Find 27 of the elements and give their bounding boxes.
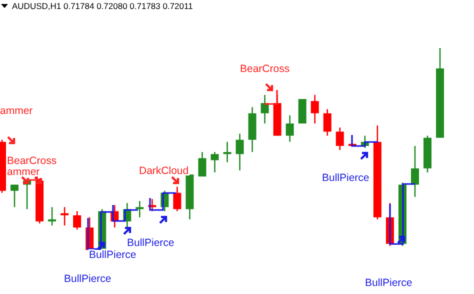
candlestick <box>136 200 144 218</box>
annotation: BearCross <box>240 63 290 75</box>
candlestick <box>223 141 232 163</box>
text: BullPierce <box>365 277 412 289</box>
candlestick <box>48 206 56 226</box>
annotation: ammer <box>0 105 34 117</box>
candlestick <box>286 114 294 142</box>
candlestick <box>236 133 244 172</box>
annotation: BullPierce <box>89 249 136 261</box>
candlestick <box>198 151 206 178</box>
candlestick <box>210 151 219 174</box>
candlestick <box>60 206 69 226</box>
annotation: DarkCloud <box>139 165 189 177</box>
candlestick <box>10 184 19 208</box>
annotation: BearCross <box>7 155 57 167</box>
candlestick <box>310 94 319 124</box>
candlestick <box>173 186 182 212</box>
annotation: BullPierce <box>127 237 174 249</box>
text: BullPierce <box>64 273 112 285</box>
candlestick <box>410 145 419 198</box>
chart-title: AUDUSD,H1 0.71784 0.72080 0.71783 0.72011 <box>12 1 194 11</box>
annotation: ammer <box>7 166 40 178</box>
candlestick <box>73 210 82 230</box>
candlestick <box>323 108 332 136</box>
candlestick <box>260 94 269 124</box>
candlestick <box>336 126 344 151</box>
annotation: BullPierce <box>322 172 370 184</box>
